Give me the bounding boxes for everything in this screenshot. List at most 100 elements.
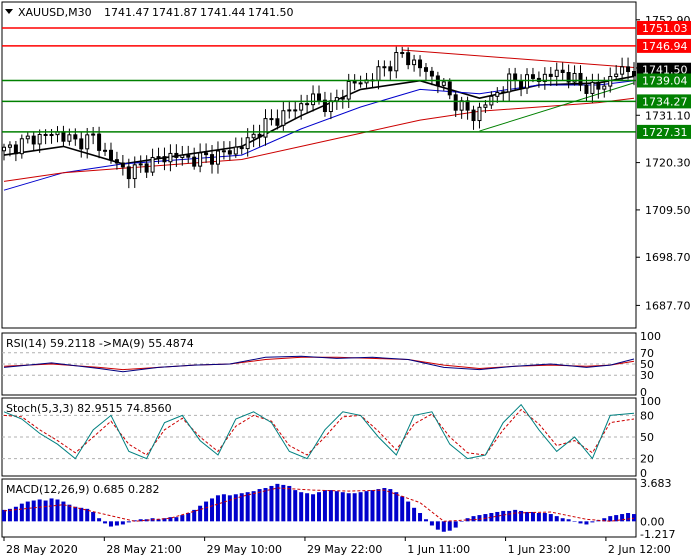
candle-body	[507, 73, 512, 93]
macd-bar	[174, 517, 179, 522]
level-tag-support	[637, 124, 691, 139]
candle-body	[423, 67, 428, 72]
oscillator-tick-label: 0	[640, 386, 647, 399]
candle-body	[299, 103, 304, 111]
macd-bar	[626, 513, 631, 522]
level-tag-label: 1751.03	[642, 22, 688, 35]
candle-body	[608, 76, 613, 87]
candle-body	[572, 72, 577, 83]
candle-body	[560, 69, 565, 74]
macd-bar	[620, 514, 625, 522]
macd-bar	[352, 493, 357, 522]
macd-bar	[55, 499, 60, 522]
macd-bar	[19, 503, 24, 522]
candle-body	[394, 52, 399, 72]
price-tick-label: 1698.70	[645, 251, 691, 264]
rsi-gridlines	[2, 352, 636, 376]
candle-body	[322, 99, 327, 113]
candle-body	[578, 72, 583, 86]
time-tick-label: 2 Jun 12:00	[608, 543, 671, 556]
price-tick-label: 1720.30	[645, 157, 691, 170]
macd-histogram	[2, 483, 636, 532]
candle-body	[429, 70, 434, 77]
candle-body	[548, 73, 553, 77]
macd-bar	[126, 521, 131, 523]
candle-body	[91, 133, 96, 136]
candle-body	[489, 95, 494, 106]
macd-bar	[465, 518, 470, 522]
candle-body	[103, 149, 108, 152]
candle-body	[441, 81, 446, 86]
candle-body	[233, 146, 238, 155]
macd-axis: 3.683 0.00-1.217	[640, 477, 675, 541]
rsi-label: RSI(14) 59.2118 ->MA(9) 55.4874	[6, 337, 194, 350]
macd-bar	[215, 495, 220, 522]
level-tag-label: 1739.04	[642, 74, 688, 87]
macd-bar	[317, 492, 321, 522]
candle-body	[73, 134, 78, 140]
oscillator-tick-label: 80	[640, 409, 654, 422]
macd-bar	[73, 506, 78, 522]
macd-bar	[530, 511, 535, 522]
candle-body	[79, 138, 84, 150]
level-tag-support	[637, 73, 691, 88]
macd-bar	[507, 510, 512, 522]
macd-bar	[138, 519, 143, 522]
candle-body	[251, 133, 256, 139]
price-tick-label: 1709.50	[645, 204, 691, 217]
macd-bar	[186, 513, 191, 522]
macd-bar	[376, 489, 381, 522]
macd-bar	[257, 489, 262, 522]
macd-bar	[542, 513, 547, 522]
candle-body	[186, 154, 191, 158]
candle-body	[85, 134, 90, 150]
candle-body	[340, 97, 345, 100]
candle-body	[204, 152, 209, 156]
oscillator-tick-label: 70	[640, 347, 654, 360]
macd-bar	[85, 508, 90, 522]
candles	[2, 46, 636, 189]
trendline-1	[402, 49, 635, 69]
dropdown-triangle-icon[interactable]	[5, 9, 13, 14]
candle-body	[632, 71, 636, 77]
macd-bar	[608, 516, 613, 522]
candle-body	[227, 150, 232, 155]
candle-body	[376, 66, 381, 81]
candle-body	[275, 118, 280, 126]
macd-bar	[400, 496, 405, 522]
candle-body	[477, 106, 482, 122]
macd-bar	[572, 521, 577, 522]
macd-bar	[596, 520, 601, 522]
candle-body	[293, 109, 298, 112]
candle-body	[554, 69, 559, 77]
candle-body	[37, 133, 42, 145]
candle-body	[566, 72, 571, 83]
level-tag-label: 1746.94	[642, 40, 688, 53]
macd-bar	[305, 493, 310, 522]
macd-bar	[97, 518, 102, 522]
macd-signal-line	[3, 487, 635, 522]
macd-bar	[340, 492, 345, 522]
time-tick-label: 1 Jun 23:00	[508, 543, 571, 556]
level-lines	[2, 27, 636, 133]
candle-body	[31, 135, 36, 145]
candle-body	[495, 91, 500, 97]
candle-body	[334, 97, 339, 102]
macd-bar	[477, 515, 482, 522]
level-tag-support	[637, 94, 691, 109]
candle-body	[590, 81, 595, 94]
macd-bar	[198, 505, 203, 522]
candle-body	[61, 131, 66, 142]
macd-bar	[299, 492, 304, 522]
macd-tick-label: 3.683	[640, 477, 672, 490]
candle-body	[406, 52, 411, 66]
macd-bar	[37, 499, 42, 522]
time-tick-label: 28 May 21:00	[106, 543, 181, 556]
level-tag-resistance	[637, 20, 691, 35]
candle-body	[67, 134, 72, 142]
macd-bar	[370, 490, 375, 522]
macd-tick-label: 0.00	[640, 515, 665, 528]
macd-bar	[364, 491, 369, 522]
candle-body	[114, 159, 119, 164]
oscillator-tick-label: 100	[640, 395, 661, 408]
